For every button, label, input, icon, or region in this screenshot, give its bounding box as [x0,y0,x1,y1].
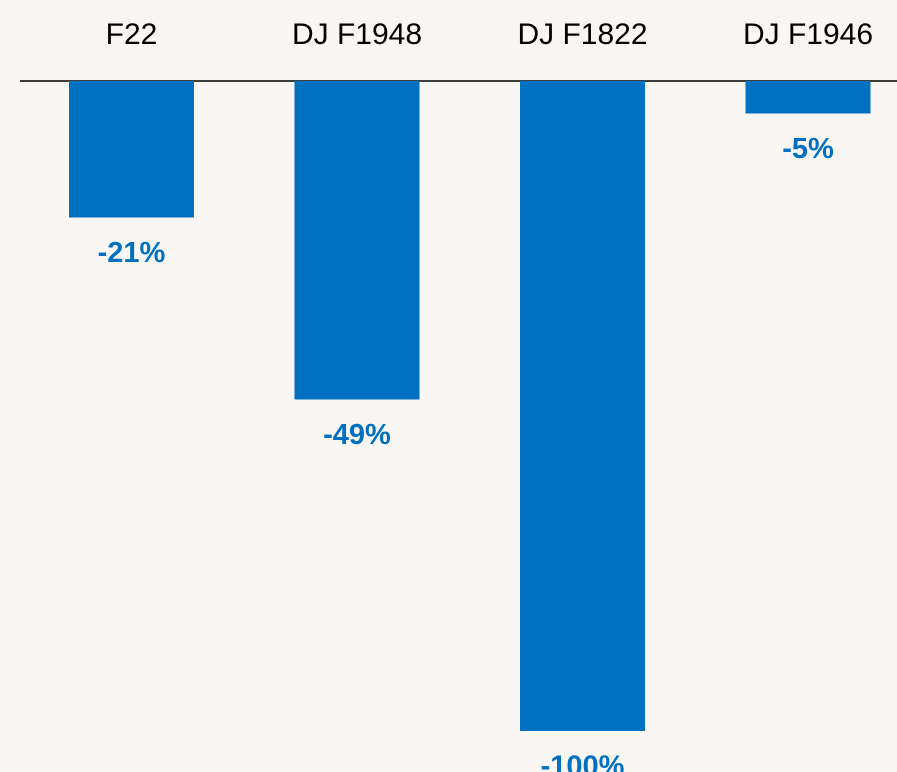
category-label: F22 [106,18,158,51]
data-label: -100% [541,751,625,772]
bar [294,81,420,400]
bar [520,81,645,731]
category-label: DJ F1948 [292,18,422,51]
category-label: DJ F1822 [517,18,647,51]
bar [745,81,871,114]
bar [69,81,194,218]
category-label: DJ F1946 [743,18,873,51]
data-label: -21% [98,237,166,269]
data-label: -49% [323,419,391,451]
data-label: -5% [782,133,834,165]
